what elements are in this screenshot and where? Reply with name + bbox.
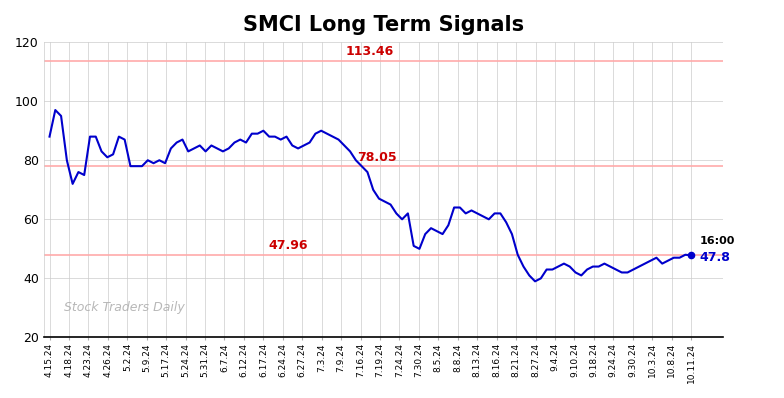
Text: 47.8: 47.8 [700, 251, 731, 264]
Text: 113.46: 113.46 [346, 45, 394, 59]
Title: SMCI Long Term Signals: SMCI Long Term Signals [243, 15, 524, 35]
Point [685, 252, 698, 259]
Text: 16:00: 16:00 [700, 236, 735, 246]
Text: Stock Traders Daily: Stock Traders Daily [64, 301, 185, 314]
Text: 47.96: 47.96 [269, 240, 308, 252]
Text: 78.05: 78.05 [357, 151, 397, 164]
